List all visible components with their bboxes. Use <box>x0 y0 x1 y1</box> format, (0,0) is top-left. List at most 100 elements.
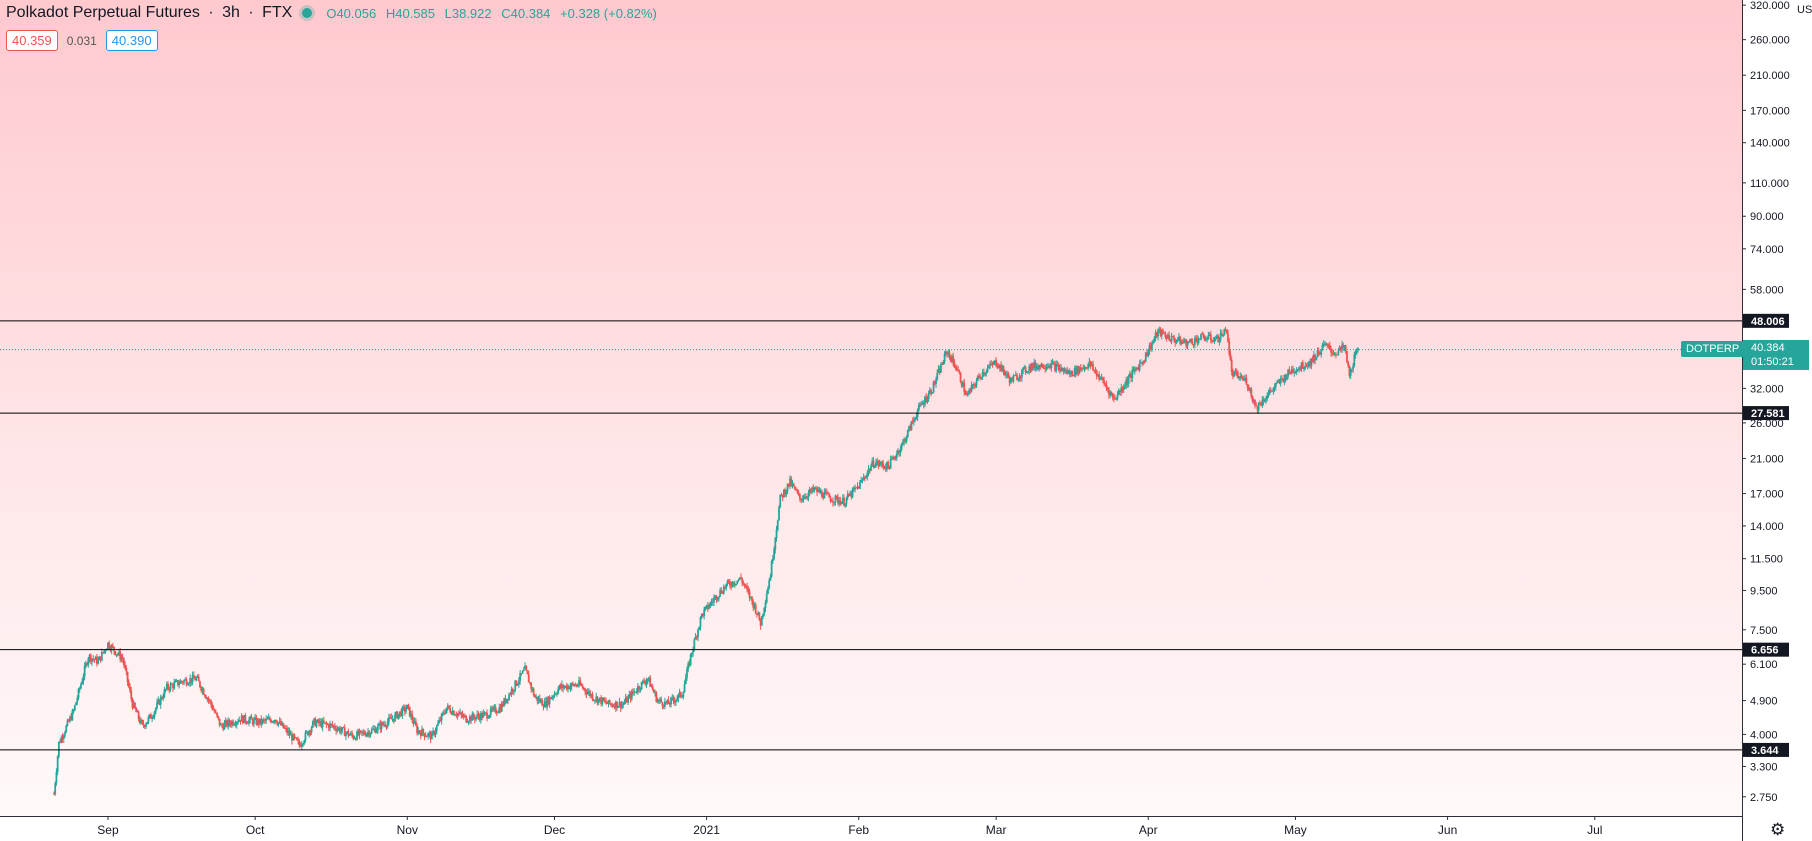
candle <box>400 708 403 717</box>
candle-body <box>320 721 323 728</box>
candle-body <box>1236 372 1239 378</box>
candle <box>595 692 598 703</box>
candle <box>1315 356 1318 361</box>
candle <box>293 733 296 741</box>
candle-body <box>840 501 843 505</box>
candle-body <box>672 697 675 701</box>
candle <box>200 685 203 693</box>
candle-body <box>157 699 160 703</box>
candle-body <box>511 689 514 692</box>
candle-body <box>176 680 179 686</box>
buy-button[interactable]: 40.390 <box>105 30 158 51</box>
candle-body <box>143 725 146 727</box>
candle-body <box>481 713 484 718</box>
candle-body <box>1272 388 1275 392</box>
candle-body <box>1325 343 1328 345</box>
candle-body <box>107 642 109 649</box>
candle <box>1018 373 1021 382</box>
candle <box>1137 364 1140 371</box>
candle-body <box>617 706 620 708</box>
candle <box>564 685 567 689</box>
candle-body <box>1189 339 1191 342</box>
candle <box>697 628 699 642</box>
candle <box>66 718 69 727</box>
candle <box>93 658 96 664</box>
candle <box>600 694 603 707</box>
symbol-name[interactable]: Polkadot Perpetual Futures <box>6 4 200 21</box>
candle-body <box>360 730 363 733</box>
candle <box>289 730 292 736</box>
candle <box>729 578 731 589</box>
candle <box>352 734 355 741</box>
sell-button[interactable]: 40.359 <box>6 30 58 51</box>
candle-body <box>1205 339 1207 341</box>
interval-label[interactable]: 3h <box>222 4 240 21</box>
candle <box>73 704 76 712</box>
candle <box>681 694 683 698</box>
candle-body <box>531 688 534 690</box>
candle <box>560 680 563 692</box>
candle-body <box>1147 352 1150 357</box>
candle <box>462 713 465 720</box>
price-axis[interactable] <box>1742 0 1812 841</box>
candle-body <box>272 721 275 723</box>
candle-body <box>334 725 336 729</box>
candle <box>583 687 585 691</box>
candle <box>53 791 55 795</box>
candle <box>1294 370 1297 374</box>
candle-body <box>540 699 542 702</box>
candle <box>738 577 741 581</box>
candle <box>1206 336 1209 343</box>
candle <box>1281 374 1283 381</box>
candle-body <box>1054 363 1056 371</box>
candle <box>322 716 325 724</box>
candle-body <box>71 710 74 720</box>
candle-body <box>123 659 125 666</box>
candle <box>606 701 609 705</box>
candle-body <box>135 708 138 713</box>
candle <box>1357 347 1359 353</box>
candle <box>506 698 509 705</box>
candle-body <box>348 734 351 736</box>
candle <box>1303 366 1305 372</box>
candle <box>427 732 430 740</box>
candle <box>113 646 115 655</box>
time-axis[interactable] <box>0 816 1742 841</box>
candle <box>1338 345 1341 351</box>
candle-body <box>455 714 458 716</box>
candle <box>1333 351 1336 357</box>
candle <box>538 694 541 704</box>
candle <box>721 590 724 595</box>
candle <box>460 711 463 719</box>
gear-icon[interactable]: ⚙ <box>1770 820 1786 839</box>
candle <box>391 715 394 722</box>
candle <box>1162 328 1164 334</box>
candle-body <box>1196 338 1199 344</box>
candle <box>60 735 63 744</box>
candle <box>129 683 131 693</box>
candle-body <box>1339 346 1342 349</box>
candle <box>253 716 255 728</box>
candle <box>978 372 980 379</box>
candle <box>1120 383 1123 396</box>
candle <box>1030 362 1033 373</box>
candle <box>960 381 963 389</box>
candle-body <box>386 721 389 727</box>
candle <box>1326 343 1329 349</box>
candle-body <box>61 737 64 739</box>
candle-body <box>161 697 163 699</box>
candle <box>638 685 641 693</box>
candle-body <box>839 500 842 505</box>
candle-body <box>1175 341 1178 343</box>
candle <box>1174 338 1177 347</box>
candle-body <box>396 711 399 719</box>
candle <box>130 687 133 702</box>
candle-body <box>1315 356 1318 361</box>
candle <box>601 697 604 707</box>
candle-body <box>905 436 908 442</box>
candle <box>852 486 855 492</box>
candle <box>1119 389 1121 396</box>
candle <box>736 580 739 585</box>
currency-label[interactable]: USD <box>1797 4 1812 16</box>
